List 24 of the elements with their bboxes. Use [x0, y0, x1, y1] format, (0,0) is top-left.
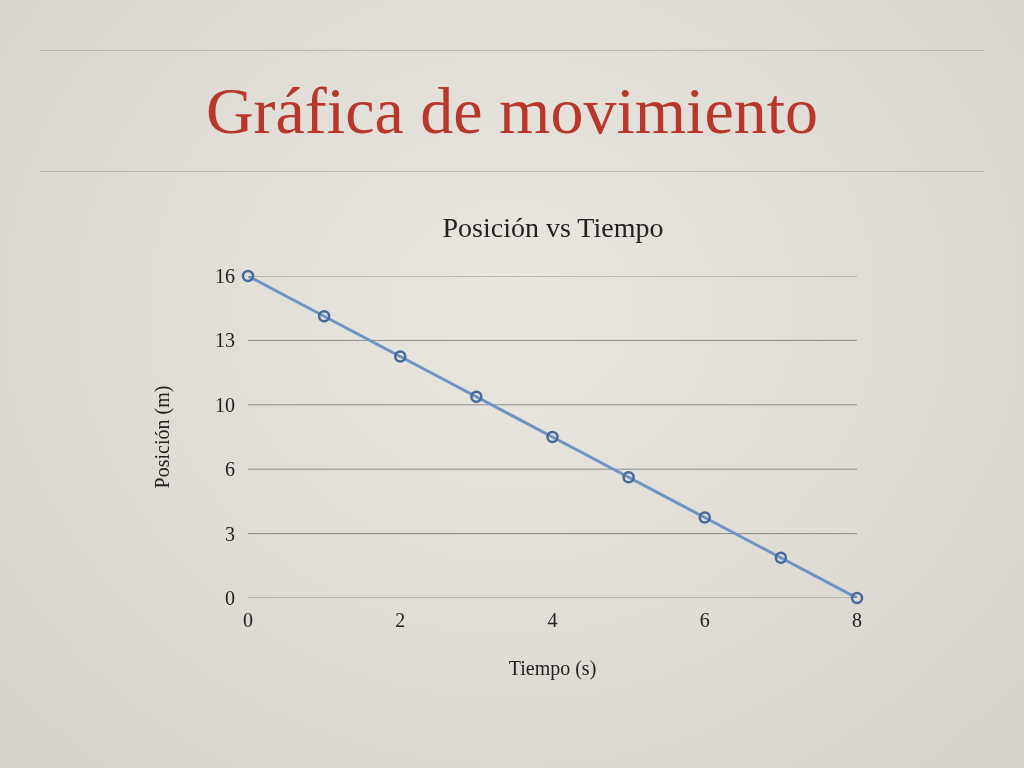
x-tick-label: 6	[699, 609, 710, 631]
x-axis-title: Tiempo (s)	[508, 656, 597, 680]
point	[317, 310, 331, 323]
point	[470, 390, 483, 403]
point	[774, 551, 788, 564]
chart-subtitle: Posición vs Tiempo	[442, 211, 664, 243]
y-tick-label: 6	[225, 458, 235, 481]
y-tick-label: 0	[225, 587, 235, 609]
x-tick-label: 8	[852, 609, 862, 631]
y-tick-label: 3	[225, 522, 235, 545]
point	[698, 511, 711, 524]
x-tick-label: 0	[243, 609, 253, 631]
point	[622, 471, 635, 484]
y-tick-label: 10	[215, 393, 235, 416]
point	[850, 591, 864, 605]
x-tick-label: 4	[547, 609, 558, 631]
y-tick-label: 16	[215, 265, 235, 287]
point	[241, 269, 255, 283]
point	[394, 350, 407, 363]
point	[546, 430, 559, 444]
x-tick-label: 2	[395, 609, 406, 631]
chart-title: Gráfica de movimiento	[40, 50, 984, 172]
y-tick-label: 13	[215, 329, 235, 352]
y-axis-title: Posición (m)	[150, 385, 174, 489]
